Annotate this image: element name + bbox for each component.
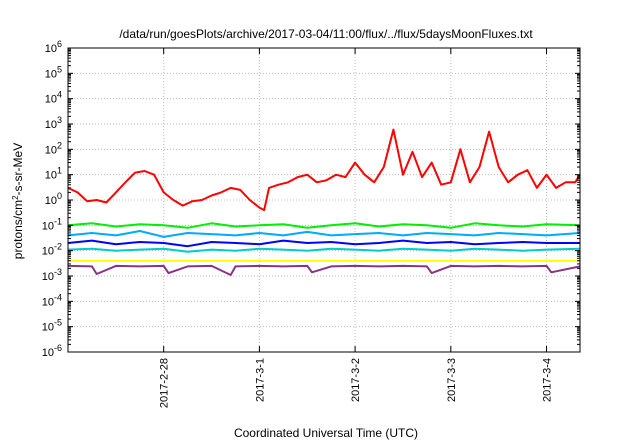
x-tick-label: 2017-2-28 <box>159 358 171 408</box>
series-line-1 <box>67 128 581 212</box>
y-tick-label-exponent: 6 <box>57 39 62 49</box>
series-line-4 <box>67 239 580 248</box>
y-tick-label: 10-6 <box>42 343 62 359</box>
x-tick-label: 2017-3-3 <box>446 358 458 402</box>
y-tick-label-base: 10 <box>42 246 54 258</box>
y-tick-label: 10-1 <box>42 216 62 232</box>
y-tick-label-exponent: -2 <box>54 242 62 252</box>
y-tick-label-base: 10 <box>45 43 57 55</box>
y-tick-label-exponent: -4 <box>54 292 62 302</box>
y-tick-label-base: 10 <box>45 68 57 80</box>
y-tick-label-base: 10 <box>45 170 57 182</box>
y-tick-label: 10-2 <box>42 242 62 258</box>
y-tick-label-base: 10 <box>42 347 54 359</box>
y-tick-label-base: 10 <box>45 94 57 106</box>
x-tick-label: 2017-3-4 <box>542 358 554 402</box>
y-tick-label-base: 10 <box>42 322 54 334</box>
y-tick-label-exponent: -6 <box>54 343 62 353</box>
y-tick-label: 101 <box>45 166 62 182</box>
y-axis-title: protons/cm2-s-sr-MeV <box>11 143 26 259</box>
y-axis-title-part2: -s-sr-MeV <box>11 143 25 196</box>
y-tick-label-exponent: -1 <box>54 216 62 226</box>
y-tick-label: 103 <box>45 115 62 131</box>
x-axis-ticks: 2017-2-28 2017-3-1 2017-3-2 2017-3-3 2017-3-… <box>159 48 554 408</box>
y-tick-label-exponent: 1 <box>57 166 62 176</box>
y-tick-label-exponent: -3 <box>54 267 62 277</box>
series-line-3 <box>67 230 581 238</box>
y-tick-label: 104 <box>45 90 62 106</box>
y-tick-label: 106 <box>45 39 62 55</box>
y-axis-title-superscript: 2 <box>11 195 20 200</box>
y-tick-label-base: 10 <box>42 271 54 283</box>
y-axis-title-part1: protons/cm <box>11 200 25 259</box>
y-tick-label-base: 10 <box>42 220 54 232</box>
y-tick-label-base: 10 <box>45 195 57 207</box>
y-tick-label: 10-4 <box>42 292 62 308</box>
y-tick-label-base: 10 <box>45 119 57 131</box>
y-tick-label: 100 <box>45 191 62 207</box>
y-tick-label-exponent: -5 <box>54 318 62 328</box>
y-tick-label-base: 10 <box>42 296 54 308</box>
y-tick-label-exponent: 5 <box>57 64 62 74</box>
y-tick-label-base: 10 <box>45 144 57 156</box>
chart-title: /data/run/goesPlots/archive/2017-03-04/1… <box>119 27 533 41</box>
grid-lines <box>68 48 580 352</box>
x-tick-label: 2017-3-2 <box>350 358 362 402</box>
x-tick-label: 2017-3-1 <box>254 358 266 402</box>
y-tick-label-exponent: 0 <box>57 191 62 201</box>
y-tick-label-exponent: 4 <box>57 90 62 100</box>
series-group <box>67 128 581 276</box>
y-axis-ticks: 10-610-510-410-310-210-11001011021031041… <box>42 39 580 359</box>
series-line-5 <box>67 247 581 253</box>
x-axis-title: Coordinated Universal Time (UTC) <box>234 426 418 440</box>
y-tick-label: 10-5 <box>42 318 62 334</box>
y-tick-label: 105 <box>45 64 62 80</box>
y-tick-label-exponent: 2 <box>57 140 62 150</box>
y-tick-label: 10-3 <box>42 267 62 283</box>
y-tick-label: 102 <box>45 140 62 156</box>
series-line-2 <box>67 222 581 229</box>
y-tick-label-exponent: 3 <box>57 115 62 125</box>
series-line-7 <box>67 264 581 276</box>
